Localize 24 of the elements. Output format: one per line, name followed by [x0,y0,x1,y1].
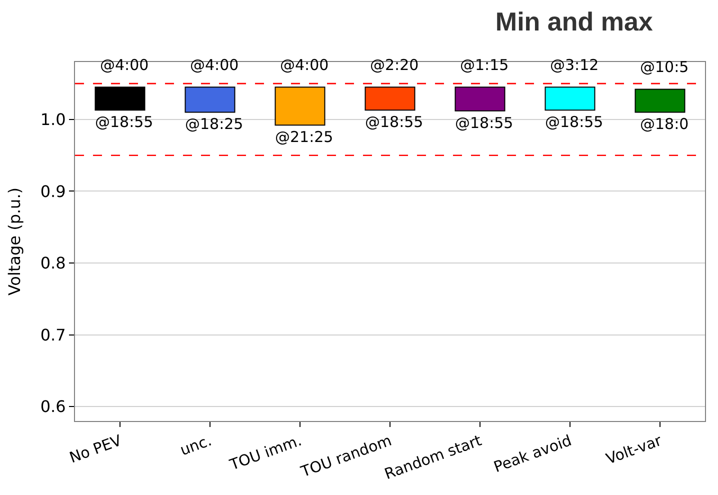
annotation: @21:25 [275,128,334,146]
y-tick-label: 0.8 [40,254,66,273]
annotation: @4:00 [280,56,329,74]
annotation: @3:12 [550,56,599,74]
annotation: @18:55 [95,113,154,131]
annotation: @10:5 [640,58,689,76]
annotation: @18:0 [640,115,689,133]
annotation: @18:55 [545,113,604,131]
annotation: @4:00 [190,56,239,74]
x-tick-label: Peak avoid [491,431,574,476]
y-tick-label: 1.0 [40,110,66,130]
y-tick-label: 0.7 [40,325,66,344]
y-axis-title: Voltage (p.u.) [5,187,24,296]
y-tick-label: 0.9 [40,182,66,201]
annotation: @4:00 [100,56,149,74]
annotation: @18:55 [455,114,514,132]
chart-title: Min and max [495,6,654,37]
x-tick-label: unc. [178,431,214,460]
x-tick-label: No PEV [67,431,125,467]
annotation: @18:55 [365,113,424,131]
annotation: @2:20 [370,56,419,74]
annotation: @1:15 [460,56,509,74]
y-tick-label: 0.6 [40,397,66,416]
annotation: @18:25 [185,115,244,133]
